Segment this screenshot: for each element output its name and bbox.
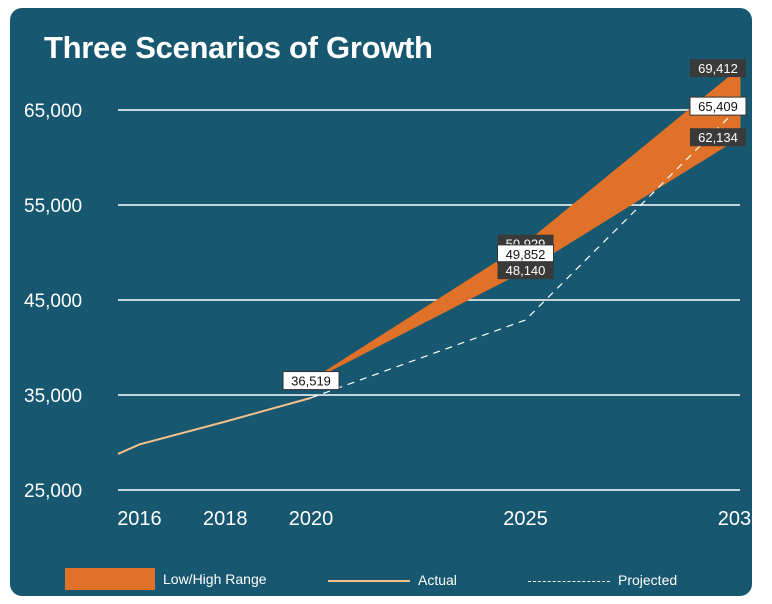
legend-label-range: Low/High Range [163,571,267,587]
legend-swatch-projected [528,580,610,582]
projected-line [310,105,741,399]
x-tick-label: 2030 [718,508,752,530]
data-label-box [690,59,746,78]
chart-canvas: 25,000 35,000 45,000 55,000 65,000 2016 2018 20… [24,59,752,530]
chart-title: Three Scenarios of Growth [44,30,433,65]
y-tick-label: 25,000 [24,481,82,502]
y-tick-label: 45,000 [24,291,82,312]
chart-panel: Three Scenarios of Growth 25,000 35,000 45… [10,8,752,596]
chart-legend: Low/High Range Actual Projected [10,566,752,590]
x-tick-label: 2018 [203,508,248,530]
x-tick-label: 2020 [289,508,334,530]
data-label-box [690,128,746,147]
y-tick-label: 55,000 [24,196,82,217]
x-tick-label: 2025 [503,508,548,530]
data-label: 65,409 [698,99,738,114]
x-tick-label: 2016 [117,508,162,530]
range-band [310,67,741,382]
data-label-box [497,261,554,280]
legend-label-projected: Projected [618,572,678,588]
data-label-box [689,96,747,116]
legend-swatch-range [65,568,155,590]
legend-item-projected: Projected [528,572,678,588]
legend-label-actual: Actual [418,572,457,588]
legend-swatch-actual [328,580,410,582]
data-label: 36,519 [291,374,331,389]
data-label: 69,412 [698,61,738,76]
legend-item-range: Low/High Range [65,568,267,590]
y-tick-label: 65,000 [24,101,82,122]
data-label: 49,852 [506,247,546,262]
legend-item-actual: Actual [328,572,457,588]
data-label: 48,140 [506,263,546,278]
actual-line [117,396,312,455]
y-tick-label: 35,000 [24,386,82,407]
data-label: 62,134 [698,130,738,145]
data-label-box [282,371,340,391]
